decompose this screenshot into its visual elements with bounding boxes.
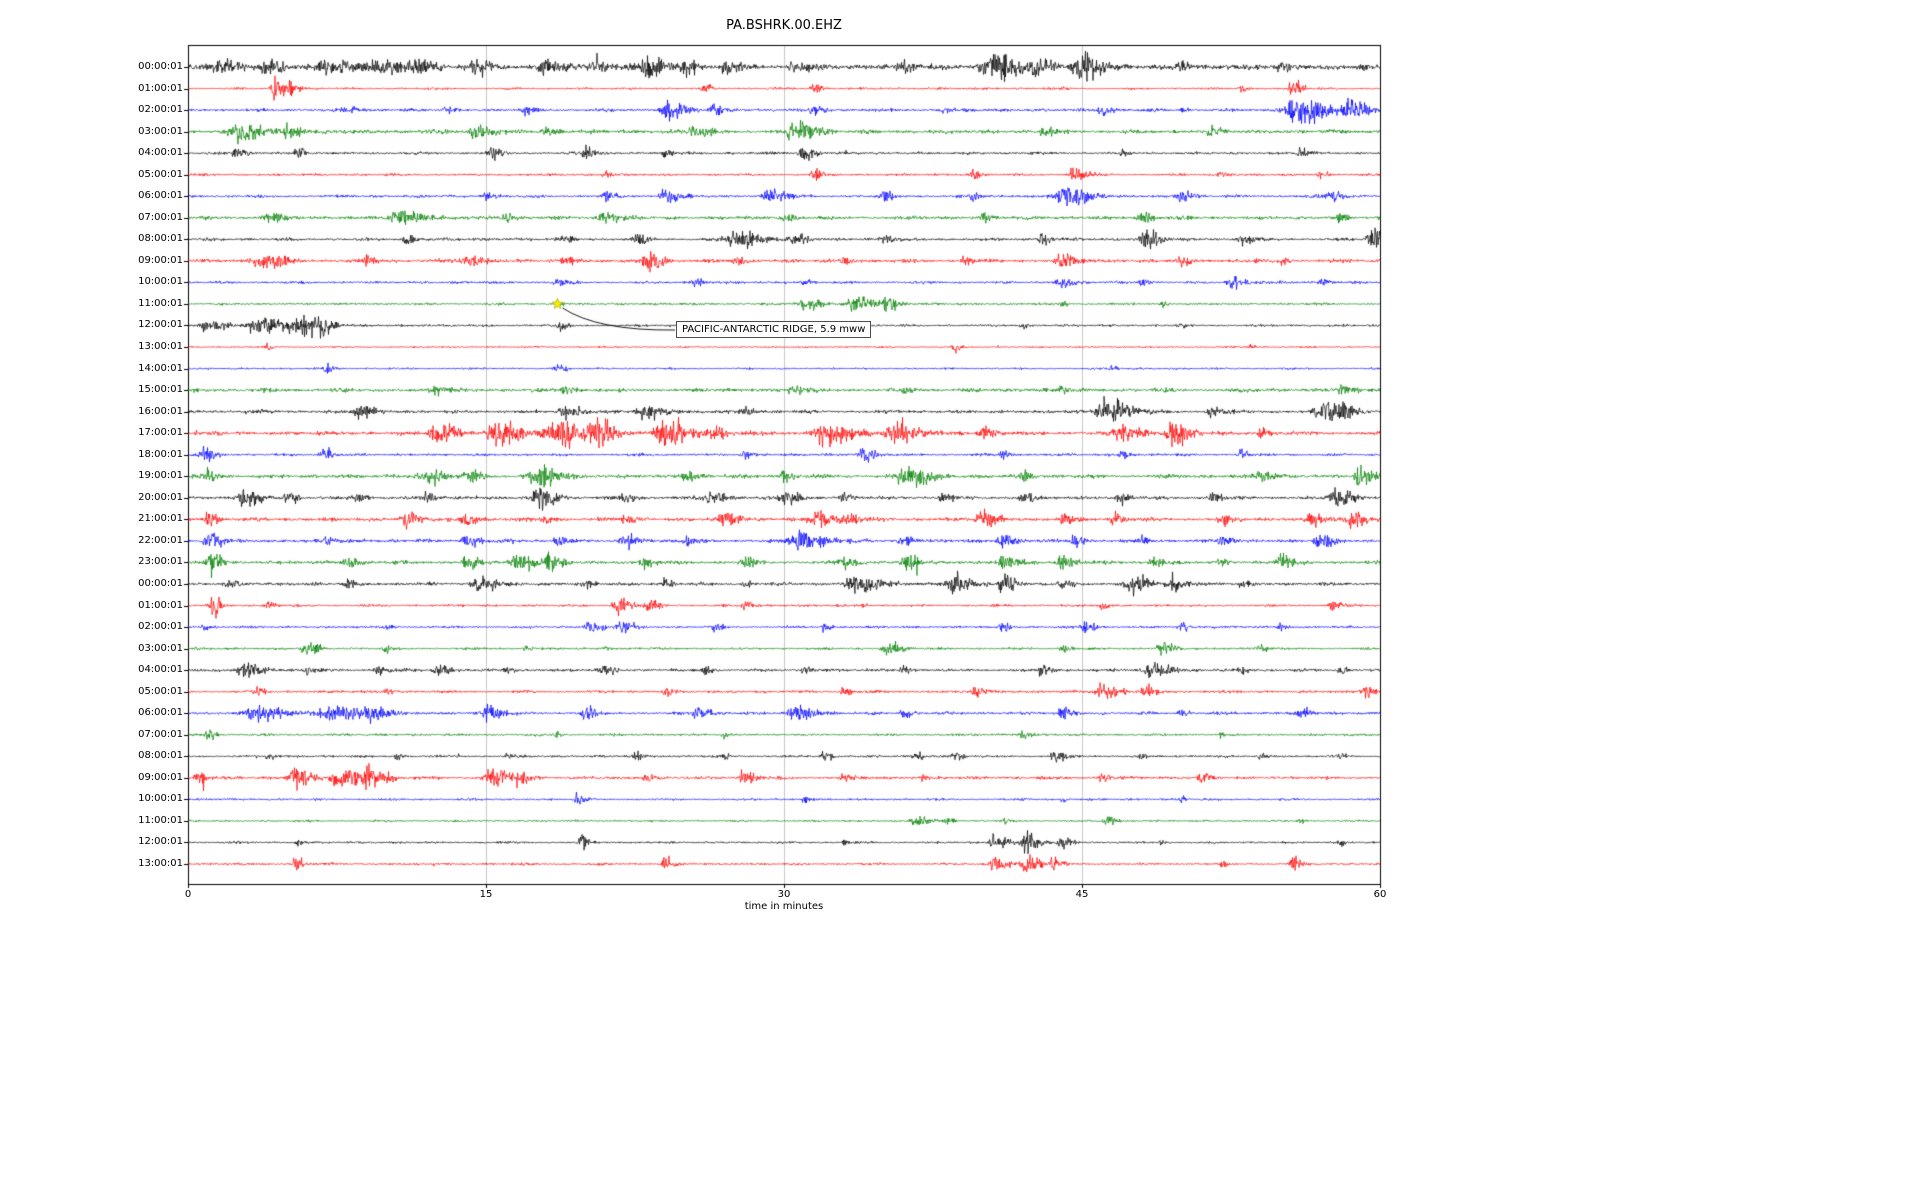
row-time-label: 09:00:01	[138, 254, 183, 266]
row-time-label: 03:00:01	[138, 642, 183, 654]
row-time-label: 01:00:01	[138, 82, 183, 94]
row-time-label: 02:00:01	[138, 621, 183, 633]
row-time-label: 07:00:01	[138, 728, 183, 740]
row-time-label: 14:00:01	[138, 362, 183, 374]
x-tick-label: 60	[1373, 889, 1387, 900]
row-time-label: 09:00:01	[138, 771, 183, 783]
row-time-label: 02:00:01	[138, 104, 183, 116]
row-time-label: 03:00:01	[138, 125, 183, 137]
row-time-label: 00:00:01	[138, 61, 183, 72]
row-time-label: 05:00:01	[138, 685, 183, 697]
row-time-label: 15:00:01	[138, 384, 183, 396]
x-tick-label: 0	[184, 889, 192, 900]
row-time-label: 00:00:01	[138, 577, 183, 589]
row-time-label: 08:00:01	[138, 233, 183, 245]
x-tick-label: 30	[777, 889, 791, 900]
row-time-label: 21:00:01	[138, 513, 183, 525]
x-tick-label: 15	[479, 889, 493, 900]
event-annotation: PACIFIC-ANTARCTIC RIDGE, 5.9 mww	[676, 321, 872, 338]
row-time-label: 10:00:01	[138, 793, 183, 805]
chart-title: PA.BSHRK.00.EHZ	[726, 18, 842, 33]
row-time-label: 06:00:01	[138, 190, 183, 202]
row-time-label: 07:00:01	[138, 211, 183, 223]
x-tick-label: 45	[1075, 889, 1089, 900]
row-time-label: 10:00:01	[138, 276, 183, 288]
row-time-label: 18:00:01	[138, 448, 183, 460]
row-time-label: 20:00:01	[138, 491, 183, 503]
row-time-label: 23:00:01	[138, 556, 183, 568]
row-time-label: 16:00:01	[138, 405, 183, 417]
row-time-label: 12:00:01	[138, 836, 183, 848]
row-time-label: 17:00:01	[138, 427, 183, 439]
row-time-label: 13:00:01	[138, 341, 183, 353]
row-time-label: 06:00:01	[138, 707, 183, 719]
row-time-label: 01:00:01	[138, 599, 183, 611]
row-time-label: 12:00:01	[138, 319, 183, 331]
row-time-label: 22:00:01	[138, 534, 183, 546]
row-time-label: 05:00:01	[138, 168, 183, 180]
row-time-label: 04:00:01	[138, 147, 183, 159]
x-axis-label: time in minutes	[744, 901, 824, 912]
row-time-label: 08:00:01	[138, 750, 183, 762]
row-time-label: 11:00:01	[138, 297, 183, 309]
row-time-label: 13:00:01	[138, 858, 183, 869]
row-time-label: 11:00:01	[138, 814, 183, 826]
row-time-label: 04:00:01	[138, 664, 183, 676]
row-time-label: 19:00:01	[138, 470, 183, 482]
